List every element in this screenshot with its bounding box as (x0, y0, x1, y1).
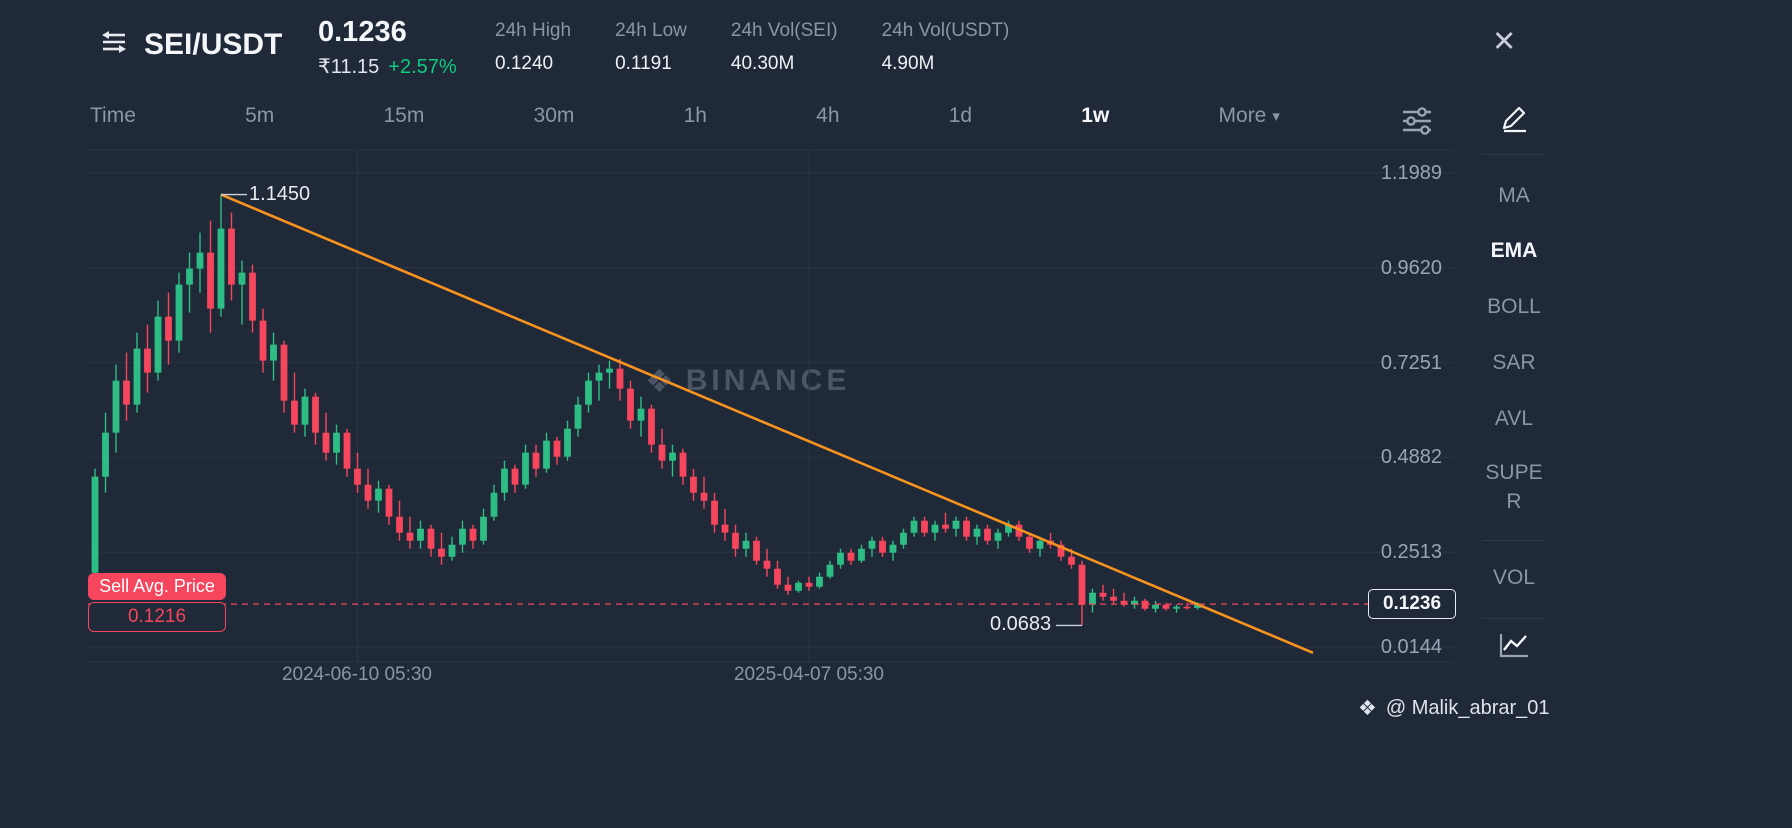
current-price-tag[interactable]: 0.1236 (1368, 589, 1456, 619)
indicator-ema[interactable]: EMA (1490, 239, 1538, 262)
interval-5m[interactable]: 5m (245, 104, 275, 127)
indicator-super[interactable]: SUPER (1485, 461, 1543, 514)
y-axis-label: 0.0144 (1380, 636, 1442, 658)
sidebar-divider (1482, 154, 1544, 155)
x-axis-label: 2025-04-07 05:30 (733, 664, 884, 685)
interval-1h[interactable]: 1h (683, 104, 707, 127)
stat-24h-vol-usdt: 24h Vol(USDT) 4.90M (881, 20, 1010, 74)
close-button[interactable]: ✕ (1492, 26, 1517, 58)
stat-24h-vol-sei: 24h Vol(SEI) 40.30M (730, 20, 838, 74)
pencil-icon (1497, 106, 1531, 139)
interval-15m[interactable]: 15m (383, 104, 425, 127)
draw-tool-button[interactable] (1462, 100, 1566, 140)
interval-1w[interactable]: 1w (1081, 104, 1110, 127)
y-axis-label: 0.4882 (1380, 446, 1442, 468)
fiat-price: ₹11.15 (318, 56, 380, 78)
y-axis-label: 1.1989 (1380, 162, 1442, 184)
price-block: 0.1236 ₹11.15 +2.57% (318, 16, 457, 79)
sell-avg-price-badge: Sell Avg. Price (88, 573, 226, 600)
indicator-vol[interactable]: VOL (1492, 566, 1536, 589)
y-axis-label: 0.9620 (1380, 257, 1442, 279)
interval-toolbar: Time 5m 15m 30m 1h 4h 1d 1w More ▾ (90, 104, 1280, 128)
grid-lines (88, 149, 1455, 663)
stat-24h-low: 24h Low 0.1191 (615, 20, 687, 74)
chart-settings-icon[interactable] (1400, 106, 1434, 141)
sell-avg-price-value: 0.1216 (88, 602, 226, 632)
interval-time[interactable]: Time (90, 104, 136, 127)
watermark-credit: ❖ @ Malik_abrar_01 (1358, 696, 1550, 721)
indicator-boll[interactable]: BOLL (1487, 295, 1541, 318)
line-chart-icon[interactable] (1462, 630, 1566, 668)
chevron-down-icon: ▾ (1272, 108, 1280, 125)
indicator-avl[interactable]: AVL (1494, 407, 1534, 430)
candlesticks (91, 194, 1201, 626)
x-axis-label: 2024-06-10 05:30 (281, 664, 432, 685)
sidebar-divider (1482, 540, 1544, 541)
binance-logo-icon: ❖ (645, 363, 674, 399)
trendline[interactable] (220, 193, 1314, 654)
stats-row: 24h High 0.1240 24h Low 0.1191 24h Vol(S… (495, 20, 1009, 75)
interval-30m[interactable]: 30m (533, 104, 575, 127)
annotation-connectors (221, 193, 1082, 627)
change-percent: +2.57% (388, 56, 457, 78)
sidebar-divider (1482, 618, 1544, 619)
credit-handle: @ Malik_abrar_01 (1385, 697, 1550, 719)
interval-more[interactable]: More ▾ (1218, 104, 1280, 127)
pair-title: SEI/USDT (144, 27, 283, 61)
stat-24h-high: 24h High 0.1240 (495, 20, 572, 74)
indicator-sar[interactable]: SAR (1492, 351, 1536, 374)
binance-logo-icon: ❖ (1358, 697, 1377, 720)
binance-watermark: ❖ BINANCE (645, 363, 851, 399)
last-price: 0.1236 (318, 16, 407, 48)
high-annotation: 1.1450 (249, 183, 311, 205)
y-axis-label: 0.7251 (1380, 352, 1442, 374)
low-annotation: 0.0683 (990, 613, 1052, 635)
interval-4h[interactable]: 4h (816, 104, 840, 127)
indicator-ma[interactable]: MA (1498, 184, 1530, 207)
pair-selector-icon[interactable] (98, 26, 130, 63)
y-axis-label: 0.2513 (1380, 541, 1442, 563)
interval-1d[interactable]: 1d (948, 104, 973, 127)
